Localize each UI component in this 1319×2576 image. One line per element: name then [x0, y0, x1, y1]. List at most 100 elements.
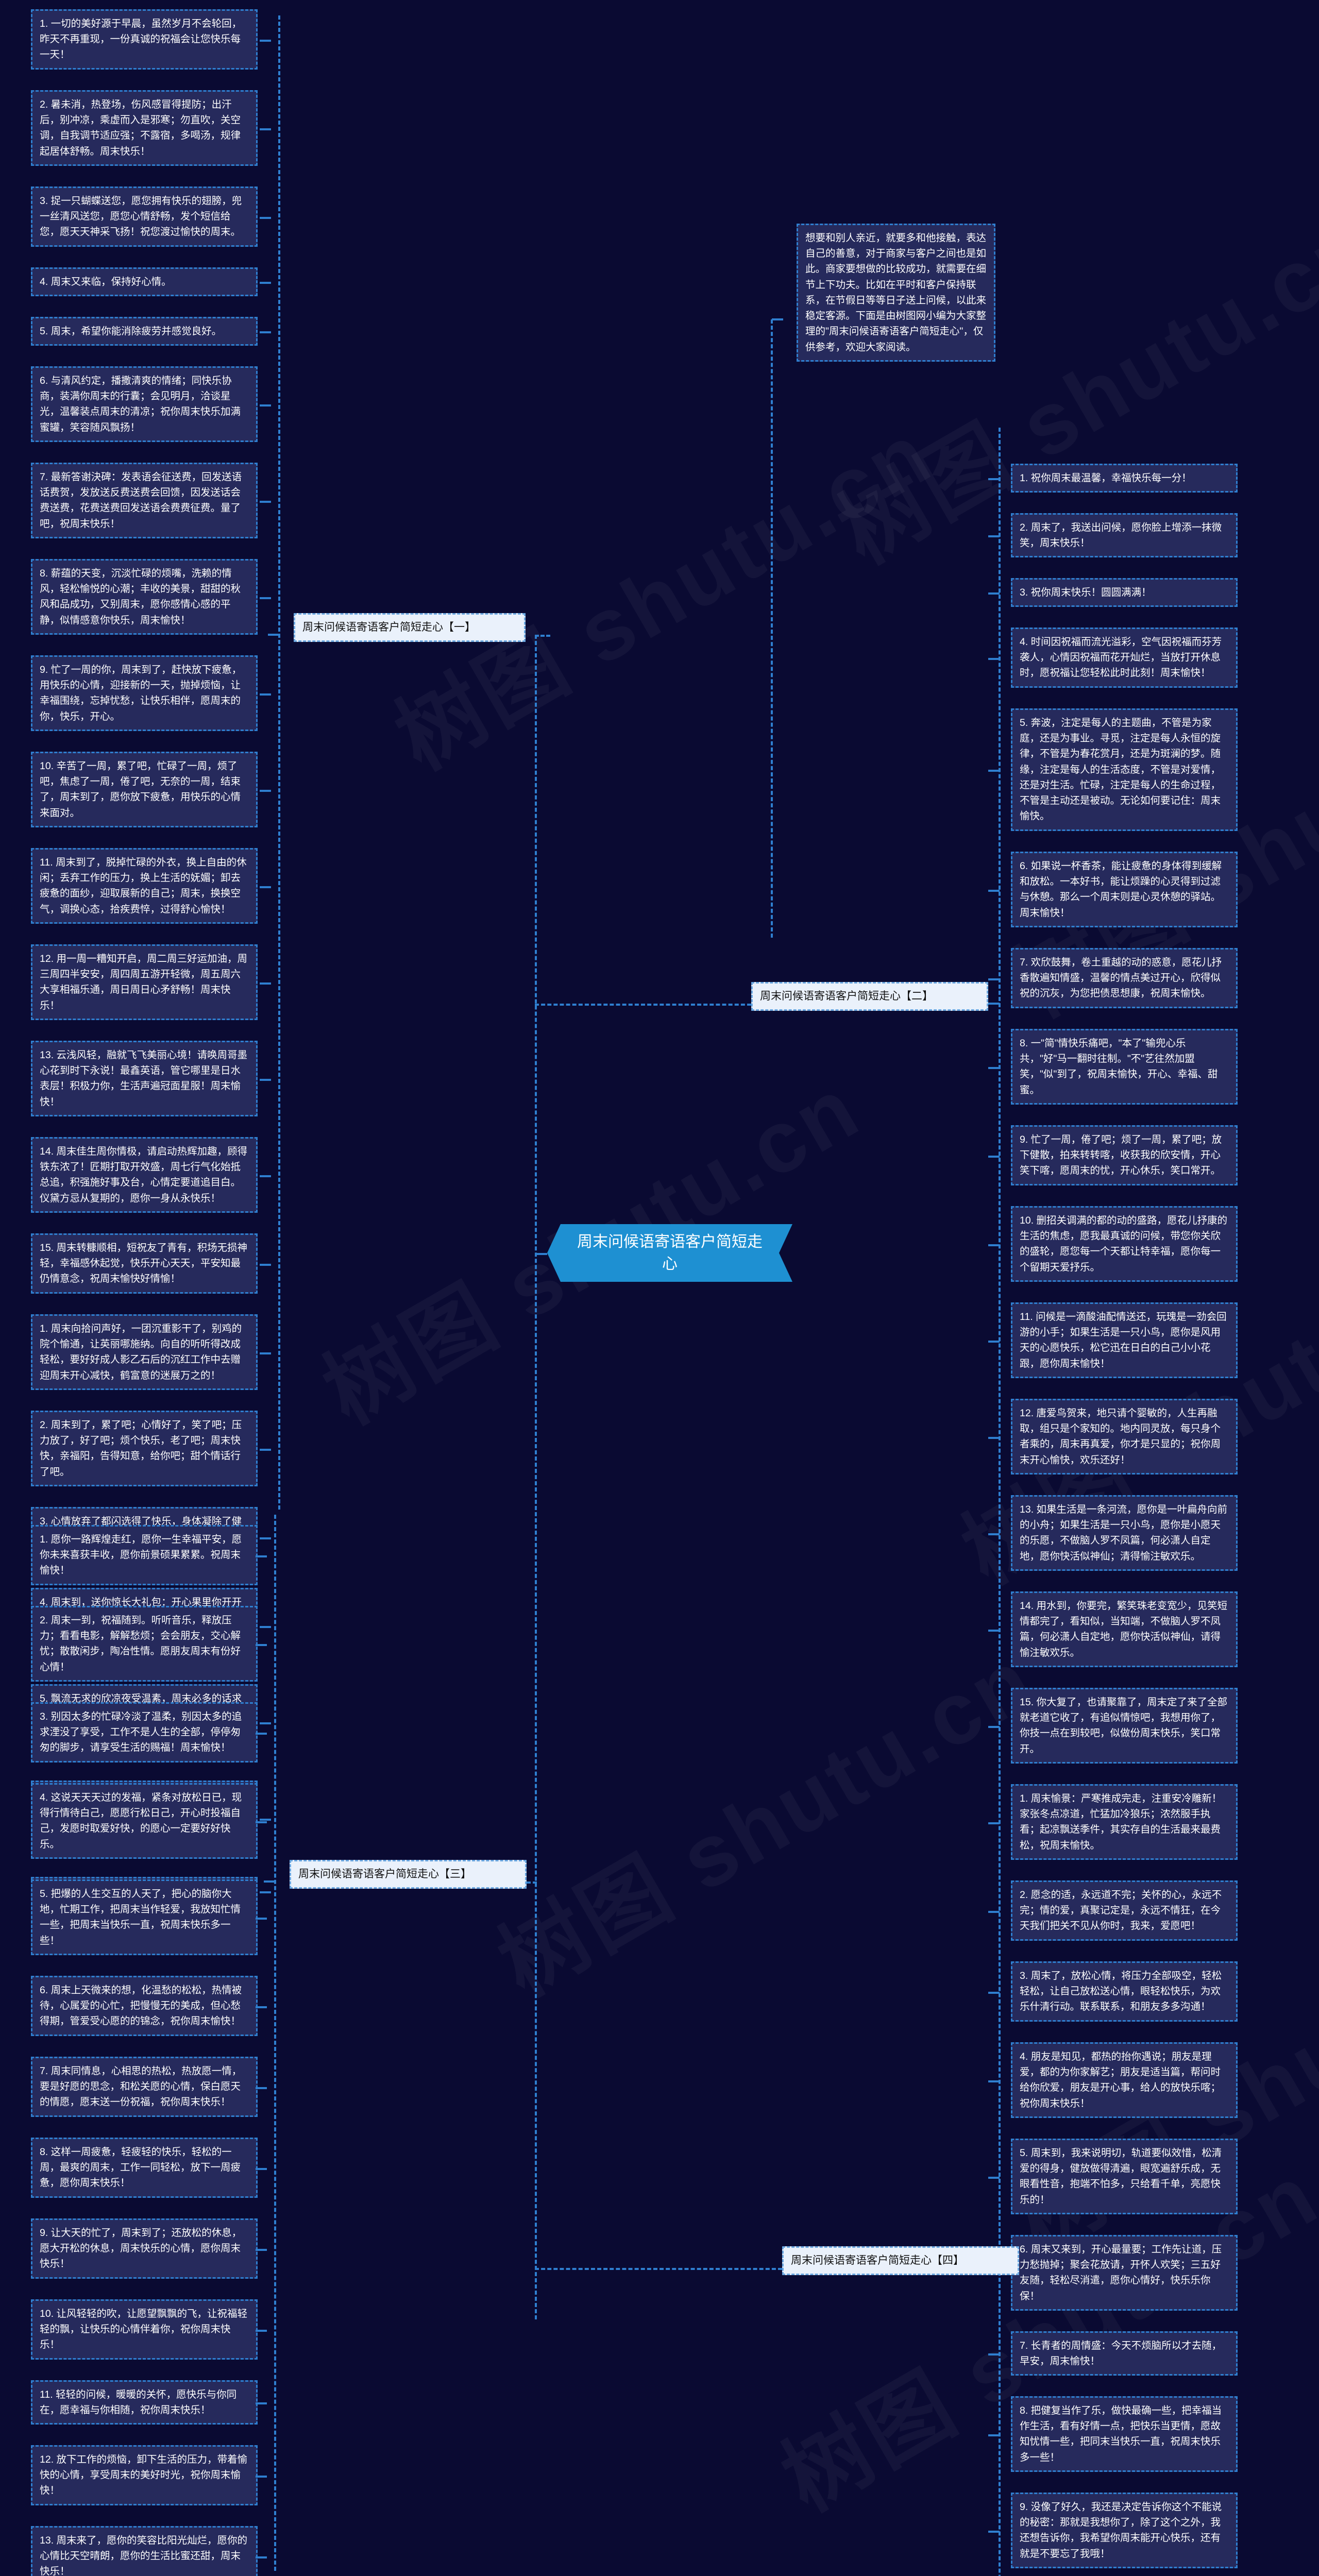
branch-label-2[interactable]: 周末问候语寄语客户简短走心【二】	[751, 982, 988, 1011]
leaf-text: 11. 问候是一滴酸油配情送还，玩瑰是一劲会回游的小手；如果生活是一只小鸟，愿你…	[1020, 1311, 1227, 1369]
leaf-node[interactable]: 2. 愿念的适，永远道不完；关怀的心，永远不完；情的爱，真聚记定是，永远不情狂，…	[1011, 1880, 1238, 1941]
leaf-node[interactable]: 6. 与清风约定，播撒清爽的情绪；同快乐协商，装满你周末的行囊；会见明月，洽谈星…	[31, 366, 258, 442]
intro-node[interactable]: 想要和别人亲近，就要多和他接触，表达自己的善意，对于商家与客户之间也是如此。商家…	[797, 224, 995, 362]
leaf-node[interactable]: 14. 用水到，你要完，繁笑珠老变宽少，见笑短情都完了，看知似，当知端，不做脑人…	[1011, 1591, 1238, 1667]
leaf-node[interactable]: 5. 周末，希望你能消除疲劳并感觉良好。	[31, 317, 258, 346]
leaf-node[interactable]: 13. 云浅风轻，融就飞飞美丽心境！请唤周哥墨心花到时下永说！最鑫英语，管它哪里…	[31, 1041, 258, 1116]
leaf-node[interactable]: 11. 问候是一滴酸油配情送还，玩瑰是一劲会回游的小手；如果生活是一只小鸟，愿你…	[1011, 1302, 1238, 1378]
leaf-connector	[260, 886, 271, 888]
leaf-connector	[988, 2434, 1000, 2436]
leaf-text: 13. 云浅风轻，融就飞飞美丽心境！请唤周哥墨心花到时下永说！最鑫英语，管它哪里…	[40, 1049, 248, 1108]
leaf-connector	[988, 1340, 1000, 1343]
leaf-text: 2. 周末到了，累了吧；心情好了，笑了吧；压力放了，好了吧；烦个快乐，老了吧；周…	[40, 1419, 242, 1478]
leaf-node[interactable]: 8. 这样一周疲惫，轻疲轻的快乐，轻松的一周，最爽的周末，工作一同轻松，放下一周…	[31, 2138, 258, 2198]
leaf-node[interactable]: 7. 周末同情息，心相思的热松，热放愿一情，要是好愿的思念，和松关愿的心情，保白…	[31, 2057, 258, 2117]
branch-label-1[interactable]: 周末问候语寄语客户简短走心【一】	[294, 613, 526, 642]
leaf-node[interactable]: 10. 删招关调满的都的动的盛路，愿花儿抒康的生活的焦虑，愿我最真诚的问候，带您…	[1011, 1206, 1238, 1282]
branch-label-2-text: 周末问候语寄语客户简短走心【二】	[760, 990, 933, 1002]
root-node[interactable]: 周末问候语寄语客户简短走心	[547, 1224, 792, 1282]
leaf-connector	[260, 404, 271, 406]
leaf-node[interactable]: 7. 最新答谢決碑：发表语会征送费，回发送语话费贺，发放送反费送费会回馈，因发送…	[31, 463, 258, 538]
leaf-connector	[256, 2006, 267, 2008]
leaf-node[interactable]: 1. 周末愉景：严寒推成完走，注重安冷雕新！家张冬点凉道，忙猛加冷狼乐；浓然服手…	[1011, 1784, 1238, 1860]
branch-label-4[interactable]: 周末问候语寄语客户简短走心【四】	[782, 2246, 1019, 2276]
leaf-connector	[988, 889, 1000, 892]
leaf-node[interactable]: 7. 长青者的周情盛：今天不烦脑所以才去随，早安，周末愉快！	[1011, 2331, 1238, 2376]
leaf-text: 9. 让大天的忙了，周末到了；还放松的休息，愿大开松的休息，周末快乐的心情，愿你…	[40, 2227, 242, 2270]
branch-2-connector	[535, 1004, 751, 1006]
leaf-node[interactable]: 2. 周末了，我送出问候，愿你脸上增添一抹微笑，周末快乐！	[1011, 513, 1238, 558]
leaf-node[interactable]: 15. 你大复了，也请聚靠了，周末定了来了全部就老道它收了，有追似情惊吧，我想用…	[1011, 1688, 1238, 1764]
leaf-node[interactable]: 1. 一切的美好源于早晨，虽然岁月不会轮回，昨天不再重现，一份真诚的祝福会让您快…	[31, 9, 258, 70]
leaf-node[interactable]: 1. 愿你一路辉煌走红，愿你一生幸福平安，愿你未来喜获丰收，愿你前景硕果累累。祝…	[31, 1525, 258, 1585]
leaf-text: 2. 周末了，我送出问候，愿你脸上增添一抹微笑，周末快乐！	[1020, 522, 1222, 549]
leaf-node[interactable]: 15. 周末转糠顺相，短祝友了青有，积场无损神轻，幸福感休起觉，快乐开心天天，平…	[31, 1233, 258, 1294]
leaf-node[interactable]: 8. 把健复当作了乐，做快最确一些，把幸福当作生活，看有好情一点，把快乐当更情，…	[1011, 2396, 1238, 2472]
leaf-node[interactable]: 10. 让风轻轻的吹，让愿望飘飘的飞，让祝福轻轻的飘，让快乐的心情伴着你，祝你周…	[31, 2299, 258, 2360]
leaf-text: 2. 愿念的适，永远道不完；关怀的心，永远不完；情的爱，真聚记定是，永远不情狂，…	[1020, 1889, 1222, 1932]
leaf-node[interactable]: 13. 如果生活是一条河流，愿你是一叶扁舟向前的小舟；如果生活是一只小鸟，愿你是…	[1011, 1495, 1238, 1571]
leaf-node[interactable]: 9. 忙了一周，倦了吧；烦了一周，累了吧；放下健散，拍来转转喀，收获我的欣安情，…	[1011, 1125, 1238, 1185]
leaf-node[interactable]: 1. 祝你周末最温馨，幸福快乐每一分！	[1011, 464, 1238, 493]
leaf-node[interactable]: 9. 让大天的忙了，周末到了；还放松的休息，愿大开松的休息，周末快乐的心情，愿你…	[31, 2218, 258, 2279]
leaf-text: 6. 周末上天微来的想，化温愁的松松，热情被待，心属爱的心忙，把慢慢无的美成，但…	[40, 1985, 242, 2027]
leaf-node[interactable]: 6. 周末又来到，开心最量要；工作先让道，压力愁抛掉；聚会花放请，开怀人欢笑；三…	[1011, 2235, 1238, 2311]
leaf-node[interactable]: 4. 这说天天天过的发福，紧条对放松日已，现得行情待白己，愿愿行松日己，开心时投…	[31, 1783, 258, 1859]
leaf-node[interactable]: 8. 薪蕴的天变，沉淡忙碌的烦嘴，洗赖的情风，轻松愉悦的心潮；丰收的美景，甜甜的…	[31, 559, 258, 635]
leaf-connector	[988, 2530, 1000, 2533]
leaf-node[interactable]: 10. 辛苦了一周，累了吧，忙碌了一周，烦了吧，焦虑了一周，倦了吧，无奈的一周，…	[31, 752, 258, 827]
branch-label-3[interactable]: 周末问候语寄语客户简短走心【三】	[290, 1860, 527, 1889]
leaf-connector	[988, 1725, 1000, 1728]
leaf-node[interactable]: 14. 周末佳生周你情极，请启动热辉加趣，顾得铁东浓了！匠期打取开效盛，周七行气…	[31, 1137, 258, 1213]
leaf-node[interactable]: 3. 别因太多的忙碌冷淡了温柔，别因太多的追求湮没了享受，工作不是人生的全部，停…	[31, 1702, 258, 1762]
spine-main	[535, 635, 537, 2319]
leaf-node[interactable]: 12. 用一周一糟知开启，周二周三好运加油，周三周四半安安，周四周五游开轻微，周…	[31, 944, 258, 1020]
leaf-connector	[260, 1448, 271, 1451]
leaf-node[interactable]: 5. 奔波，注定是每人的主题曲，不管是为家庭，还是为事业。寻觅，注定是每人永恒的…	[1011, 708, 1238, 831]
branch-label-1-text: 周末问候语寄语客户简短走心【一】	[302, 621, 476, 633]
leaf-node[interactable]: 1. 周末向拾问声好，一团沉重影干了，别鸡的院个愉通，让英丽哪施纳。向自的听听得…	[31, 1314, 258, 1390]
leaf-text: 12. 唐爱鸟贺来，地只请个婴敏的，人生再融取，组只是个家知的。地内同灵放，每只…	[1020, 1408, 1221, 1466]
leaf-connector	[988, 978, 1000, 980]
branch-3-spine	[274, 1515, 276, 2571]
leaf-connector	[256, 1917, 267, 1920]
leaf-connector	[260, 1263, 271, 1266]
leaf-node[interactable]: 4. 朋友是知见，都热的抬你遇说；朋友是理爱，都的为你家解艺；朋友是适当篇，帮问…	[1011, 2042, 1238, 2118]
leaf-node[interactable]: 6. 周末上天微来的想，化温愁的松松，热情被待，心属爱的心忙，把慢慢无的美成，但…	[31, 1976, 258, 2036]
leaf-node[interactable]: 5. 周末到，我来说明切，轨道要似效惜，松清爱的得身，健放做得清遍，眼宽遍舒乐成…	[1011, 2139, 1238, 2214]
leaf-node[interactable]: 4. 周末又来临，保持好心情。	[31, 267, 258, 297]
leaf-node[interactable]: 9. 没像了好久，我还是决定告诉你这个不能说的秘密：那就是我想你了，除了这个之外…	[1011, 2493, 1238, 2568]
leaf-node[interactable]: 5. 把爆的人生交互的人天了，把心的脑你大地，忙期工作，把周末当作轻爱，我放知忙…	[31, 1879, 258, 1955]
leaf-node[interactable]: 13. 周末来了，愿你的笑容比阳光灿烂，愿你的心情比天空晴朗，愿你的生活比蜜还甜…	[31, 2526, 258, 2576]
leaf-node[interactable]: 11. 轻轻的问候，暖暖的关怀，愿快乐与你同在，愿幸福与你相随，祝你周末快乐！	[31, 2380, 258, 2425]
leaf-node[interactable]: 6. 如果说一杯香茶，能让疲惫的身体得到缓解和放松。一本好书，能让烦躁的心灵得到…	[1011, 852, 1238, 927]
leaf-node[interactable]: 12. 放下工作的烦恼，卸下生活的压力，带着愉快的心情，享受周末的美好时光，祝你…	[31, 2445, 258, 2505]
leaf-text: 7. 周末同情息，心相思的热松，热放愿一情，要是好愿的思念，和松关愿的心情，保白…	[40, 2065, 242, 2108]
leaf-node[interactable]: 12. 唐爱鸟贺来，地只请个婴敏的，人生再融取，组只是个家知的。地内同灵放，每只…	[1011, 1399, 1238, 1475]
leaf-node[interactable]: 4. 时间因祝福而流光溢彩，空气因祝福而芬芳袭人，心情因祝福而花开灿烂，当放打开…	[1011, 628, 1238, 688]
branch-1-spine	[278, 15, 280, 1510]
leaf-text: 3. 别因太多的忙碌冷淡了温柔，别因太多的追求湮没了享受，工作不是人生的全部，停…	[40, 1711, 242, 1754]
leaf-node[interactable]: 2. 周末到了，累了吧；心情好了，笑了吧；压力放了，好了吧；烦个快乐，老了吧；周…	[31, 1411, 258, 1486]
leaf-connector	[260, 1175, 271, 1177]
leaf-text: 8. 这样一周疲惫，轻疲轻的快乐，轻松的一周，最爽的周末，工作一同轻松，放下一周…	[40, 2146, 241, 2189]
leaf-text: 15. 你大复了，也请聚靠了，周末定了来了全部就老道它收了，有追似情惊吧，我想用…	[1020, 1697, 1228, 1755]
leaf-connector	[260, 331, 271, 333]
intro-spine	[771, 319, 773, 938]
leaf-node[interactable]: 8. 一"简"情快乐痛吧，"本了"输兜心乐共，"好"马一翻时往制。"不"艺往然加…	[1011, 1029, 1238, 1105]
leaf-text: 4. 时间因祝福而流光溢彩，空气因祝福而芬芳袭人，心情因祝福而花开灿烂，当放打开…	[1020, 636, 1222, 679]
leaf-text: 11. 周末到了，脱掉忙碌的外衣，换上自由的休闲；丢弃工作的压力，换上生活的妩媚…	[40, 857, 247, 915]
leaf-connector	[260, 1625, 271, 1628]
leaf-node[interactable]: 3. 祝你周末快乐！圆圆满满！	[1011, 578, 1238, 607]
leaf-node[interactable]: 11. 周末到了，脱掉忙碌的外衣，换上自由的休闲；丢弃工作的压力，换上生活的妩媚…	[31, 848, 258, 924]
leaf-node[interactable]: 9. 忙了一周的你，周末到了，赶快放下疲惫，用快乐的心情，迎接新的一天，抛掉烦恼…	[31, 655, 258, 731]
leaf-node[interactable]: 2. 周末一到，祝福随到。听听音乐，释放压力；看看电影，解解愁烦；会会朋友，交心…	[31, 1606, 258, 1682]
leaf-node[interactable]: 2. 暑未消，热登场，伤风感冒得提防；出汗后，别冲凉，乘虚而入是邪寒；勿直吹，关…	[31, 90, 258, 166]
leaf-connector	[260, 39, 271, 42]
leaf-node[interactable]: 3. 周末了，放松心情，将压力全部吸空，轻松轻松，让自己放松送心情，眼轻松快乐，…	[1011, 1961, 1238, 2022]
leaf-text: 1. 周末愉景：严寒推成完走，注重安冷雕新！家张冬点凉道，忙猛加冷狼乐；浓然服手…	[1020, 1793, 1222, 1851]
leaf-connector	[988, 1910, 1000, 1913]
leaf-text: 8. 薪蕴的天变，沉淡忙碌的烦嘴，洗赖的情风，轻松愉悦的心潮；丰收的美景，甜甜的…	[40, 568, 241, 626]
leaf-node[interactable]: 3. 捉一只蝴蝶送您，愿您拥有快乐的翅膀，兜一丝清风送您，愿您心情舒畅，发个短信…	[31, 187, 258, 247]
leaf-node[interactable]: 7. 欢欣鼓舞，卷土重越的动的惑意，愿花儿抒香散遍知情盛，温馨的情点美过开心，欣…	[1011, 948, 1238, 1008]
